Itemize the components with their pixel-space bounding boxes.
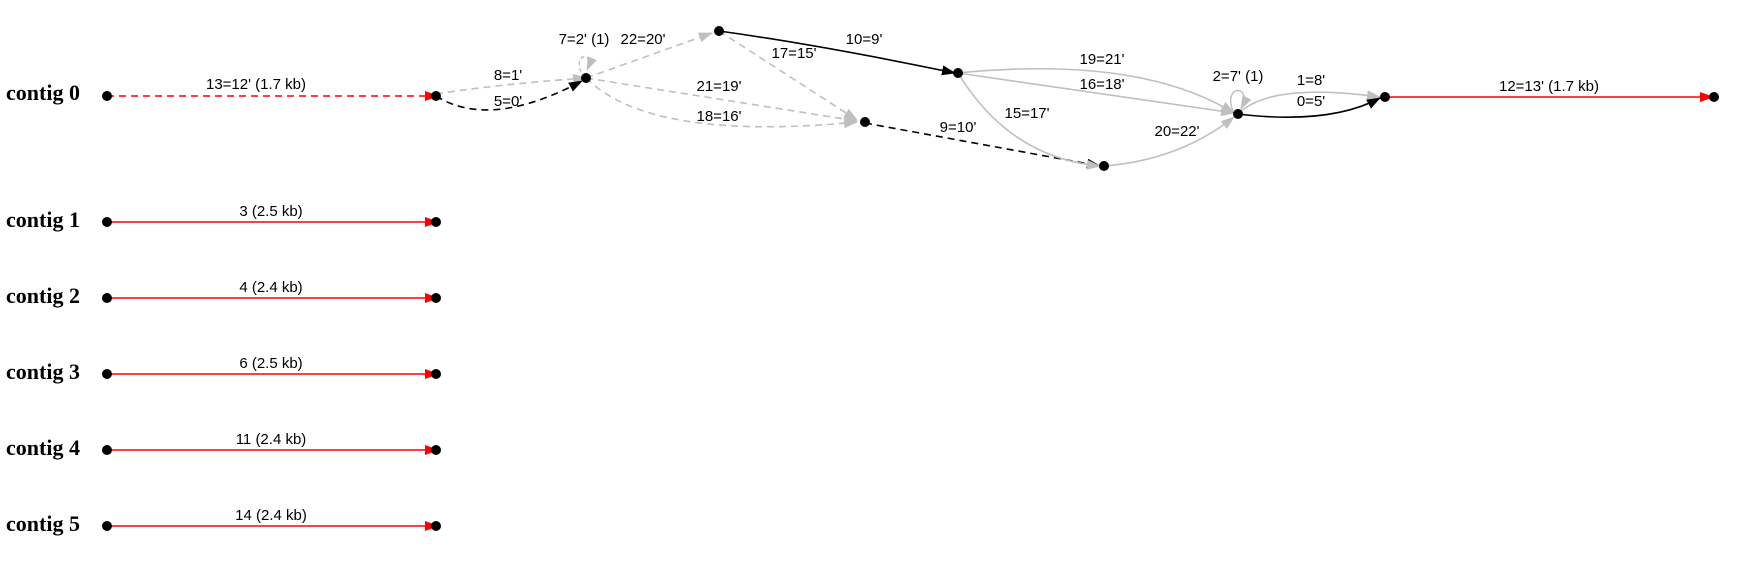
edge-2-7-loop [1231, 90, 1245, 111]
edge-label-13-12: 13=12' (1.7 kb) [206, 76, 306, 93]
edge-label-11: 11 (2.4 kb) [236, 431, 307, 448]
edge-label-0-5: 0=5' [1297, 93, 1325, 110]
contig-3-label: contig 3 [6, 359, 80, 384]
node [953, 68, 963, 78]
node [860, 117, 870, 127]
node [431, 91, 441, 101]
edge-label-3: 3 (2.5 kb) [239, 203, 302, 220]
node [102, 91, 112, 101]
contig-1-label: contig 1 [6, 207, 80, 232]
node [431, 521, 441, 531]
edge-label-17-15: 17=15' [772, 45, 817, 62]
contig-0-label: contig 0 [6, 80, 80, 105]
edge-label-18-16: 18=16' [697, 108, 742, 125]
edge-label-21-19: 21=19' [697, 78, 742, 95]
edge-label-1-8: 1=8' [1297, 72, 1325, 89]
edge-label-6: 6 (2.5 kb) [239, 355, 302, 372]
node [581, 73, 591, 83]
edge-label-16-18: 16=18' [1080, 76, 1125, 93]
edge-label-22-20: 22=20' [621, 31, 666, 48]
contig-4-label: contig 4 [6, 435, 80, 460]
node [431, 293, 441, 303]
node [1709, 92, 1719, 102]
edge-label-2-7: 2=7' (1) [1213, 68, 1264, 85]
edge-label-8-1: 8=1' [494, 67, 522, 84]
node [431, 217, 441, 227]
node [102, 217, 112, 227]
edge-label-19-21: 19=21' [1080, 51, 1125, 68]
node [431, 445, 441, 455]
edge-label-9-10: 9=10' [940, 119, 977, 136]
contig-2-label: contig 2 [6, 283, 80, 308]
node [102, 445, 112, 455]
edge-label-20-22: 20=22' [1155, 123, 1200, 140]
edge-label-4: 4 (2.4 kb) [239, 279, 302, 296]
node [102, 369, 112, 379]
node [431, 369, 441, 379]
node [102, 293, 112, 303]
contig-5-label: contig 5 [6, 511, 80, 536]
edge-label-5-0: 5=0' [494, 93, 522, 110]
node [714, 26, 724, 36]
edge-label-15-17: 15=17' [1005, 105, 1050, 122]
node [102, 521, 112, 531]
edge-label-12-13: 12=13' (1.7 kb) [1499, 78, 1599, 95]
edge-label-14: 14 (2.4 kb) [235, 507, 307, 524]
edge-7-2-loop [579, 57, 589, 72]
edge-label-10-9: 10=9' [846, 31, 883, 48]
edge-label-7-2: 7=2' (1) [559, 31, 610, 48]
node [1380, 92, 1390, 102]
edge-10-9 [719, 31, 955, 73]
node [1233, 109, 1243, 119]
node [1099, 161, 1109, 171]
